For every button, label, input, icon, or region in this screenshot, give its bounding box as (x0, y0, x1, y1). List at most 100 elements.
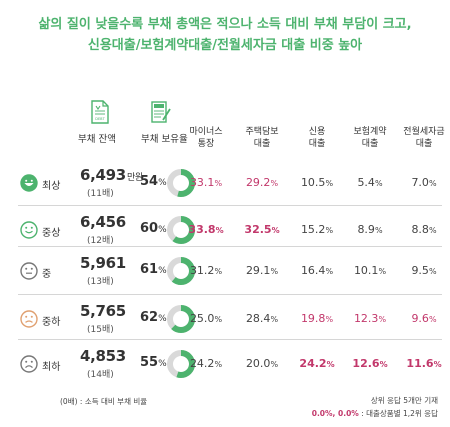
percent-sign: % (158, 359, 167, 369)
percent-sign: % (379, 360, 388, 369)
column-header: 전월세자금 대출 (396, 126, 450, 150)
percent-sign: % (374, 179, 383, 188)
share-number: 28.4 (245, 312, 271, 325)
share-number: 9.6 (411, 312, 429, 325)
loan-share-value: 20.0% (234, 357, 290, 370)
share-number: 8.8 (411, 223, 429, 236)
share-number: 24.2 (189, 357, 215, 370)
percent-sign: % (214, 315, 223, 324)
debt-income-ratio: (13배) (87, 277, 114, 287)
percent-sign: % (158, 225, 167, 235)
row-divider (18, 339, 442, 340)
percent-sign: % (215, 226, 224, 235)
top5-note: 상위 응답 5개만 기재 (370, 396, 438, 405)
loan-share-value: 28.4% (234, 312, 290, 325)
percent-sign: % (270, 179, 279, 188)
debt-holding-rate: 62% (140, 310, 167, 325)
debt-value: 6,456 (80, 213, 126, 231)
percent-sign: % (325, 315, 334, 324)
percent-sign: % (433, 360, 442, 369)
percent-sign: % (158, 314, 167, 324)
debt-icon-label: DEBT (95, 117, 105, 121)
rank-note-text: : 대출상품별 1,2위 응답 (358, 409, 438, 418)
percent-sign: % (325, 267, 334, 276)
share-number: 31.2 (189, 264, 215, 277)
debt-income-ratio: (12배) (87, 236, 114, 246)
percent-sign: % (158, 266, 167, 276)
holding-donut (167, 216, 195, 248)
share-number: 20.0 (245, 357, 271, 370)
column-header-line1: 보험계약 (353, 127, 387, 137)
loan-share-value: 24.2% (178, 357, 234, 370)
debt-value: 6,493 (80, 166, 126, 184)
loan-share-value: 29.1% (234, 264, 290, 277)
debt-balance: 5,765 (80, 302, 127, 320)
loan-share-value: 8.9% (342, 223, 398, 236)
share-number: 33.1 (189, 176, 215, 189)
loan-share-value: 25.0% (178, 312, 234, 325)
debt-holding-header: 부채 보유율 (141, 134, 188, 145)
column-header: 보험계약 대출 (342, 126, 398, 150)
percent-sign: % (214, 267, 223, 276)
holding-value: 62 (140, 310, 159, 325)
share-number: 10.1 (353, 264, 379, 277)
loan-form-icon (151, 101, 171, 123)
row-divider (18, 294, 442, 295)
rank-note: 0.0%, 0.0% : 대출상품별 1,2위 응답 (312, 408, 438, 419)
debt-balance: 4,853 (80, 347, 127, 365)
share-number: 19.8 (300, 312, 326, 325)
percent-sign: % (428, 315, 437, 324)
loan-share-value: 33.1% (178, 176, 234, 189)
percent-sign: % (271, 226, 280, 235)
holding-donut-arc (167, 305, 195, 333)
satisfaction-face-icon (20, 221, 38, 243)
percent-sign: % (214, 360, 223, 369)
title-line-2: 신용대출/보험계약대출/전월세자금 대출 비중 높아 (87, 38, 363, 53)
column-header: 마이너스 통장 (178, 126, 234, 150)
share-number: 25.0 (189, 312, 215, 325)
satisfaction-level: 중하 (42, 317, 61, 328)
percent-sign: % (378, 315, 387, 324)
share-number: 15.2 (300, 223, 326, 236)
rank-note-sample: 0.0%, 0.0% (311, 409, 359, 418)
share-number: 9.5 (411, 264, 429, 277)
loan-share-value: 9.5% (396, 264, 450, 277)
column-header: 신용 대출 (289, 126, 345, 150)
debt-balance-header: 부채 잔액 (78, 134, 116, 145)
percent-sign: % (374, 226, 383, 235)
satisfaction-level: 중상 (42, 228, 61, 239)
percent-sign: % (428, 267, 437, 276)
debt-balance: 5,961 (80, 254, 127, 272)
holding-value: 61 (140, 262, 159, 277)
loan-share-value: 32.5% (234, 223, 290, 236)
percent-sign: % (270, 315, 279, 324)
satisfaction-level: 중 (42, 269, 52, 280)
debt-document-icon: DEBT (91, 100, 109, 124)
column-header-line1: 주택담보 (245, 127, 279, 137)
percent-sign: % (326, 360, 335, 369)
debt-value: 5,765 (80, 302, 126, 320)
column-header-line1: 마이너스 (189, 127, 223, 137)
satisfaction-level: 최상 (42, 181, 61, 192)
page-title: 삶의 질이 낮을수록 부채 총액은 적으나 소득 대비 부채 부담이 크고, 신… (0, 14, 450, 56)
percent-sign: % (378, 267, 387, 276)
share-number: 5.4 (357, 176, 375, 189)
holding-value: 55 (140, 355, 159, 370)
column-header-line2: 대출 (308, 139, 326, 149)
holding-donut (167, 305, 195, 337)
debt-income-ratio: (15배) (87, 325, 114, 335)
share-number: 33.8 (188, 223, 216, 236)
percent-sign: % (325, 226, 334, 235)
row-divider (18, 205, 442, 206)
holding-donut-arc (167, 169, 195, 197)
column-header-line2: 대출 (253, 139, 271, 149)
holding-donut-arc (167, 350, 195, 378)
loan-share-value: 15.2% (289, 223, 345, 236)
percent-sign: % (270, 360, 279, 369)
holding-donut (167, 350, 195, 382)
loan-share-value: 31.2% (178, 264, 234, 277)
holding-value: 60 (140, 221, 159, 236)
loan-share-value: 12.6% (342, 357, 398, 370)
holding-donut (167, 169, 195, 201)
